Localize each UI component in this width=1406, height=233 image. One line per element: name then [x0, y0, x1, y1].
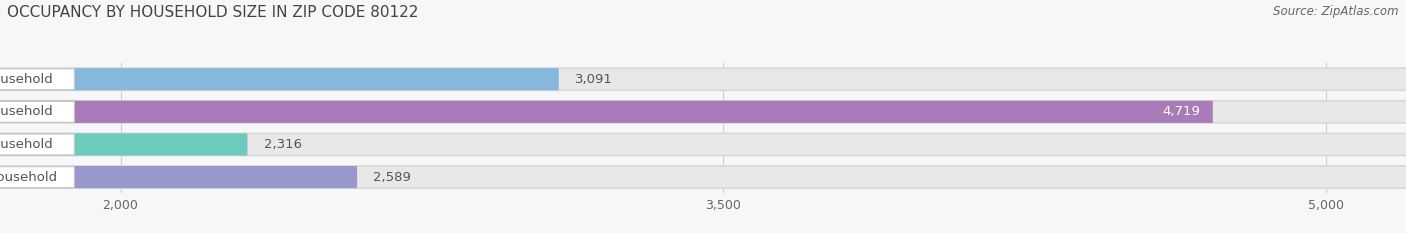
FancyBboxPatch shape [0, 166, 1406, 188]
FancyBboxPatch shape [0, 101, 1406, 123]
Text: 2-Person Household: 2-Person Household [0, 105, 52, 118]
FancyBboxPatch shape [0, 133, 247, 156]
Text: 4+ Person Household: 4+ Person Household [0, 171, 58, 184]
FancyBboxPatch shape [0, 133, 1406, 156]
FancyBboxPatch shape [0, 68, 1406, 90]
Text: 4,719: 4,719 [1163, 105, 1201, 118]
Text: 2,316: 2,316 [263, 138, 301, 151]
Text: 3,091: 3,091 [575, 73, 613, 86]
FancyBboxPatch shape [0, 69, 75, 90]
Text: 1-Person Household: 1-Person Household [0, 73, 52, 86]
FancyBboxPatch shape [0, 101, 75, 122]
FancyBboxPatch shape [0, 167, 75, 188]
Text: 2,589: 2,589 [373, 171, 411, 184]
FancyBboxPatch shape [0, 166, 357, 188]
Text: 3-Person Household: 3-Person Household [0, 138, 52, 151]
FancyBboxPatch shape [0, 134, 75, 155]
Text: Source: ZipAtlas.com: Source: ZipAtlas.com [1274, 5, 1399, 18]
Text: OCCUPANCY BY HOUSEHOLD SIZE IN ZIP CODE 80122: OCCUPANCY BY HOUSEHOLD SIZE IN ZIP CODE … [7, 5, 419, 20]
FancyBboxPatch shape [0, 101, 1213, 123]
FancyBboxPatch shape [0, 68, 558, 90]
